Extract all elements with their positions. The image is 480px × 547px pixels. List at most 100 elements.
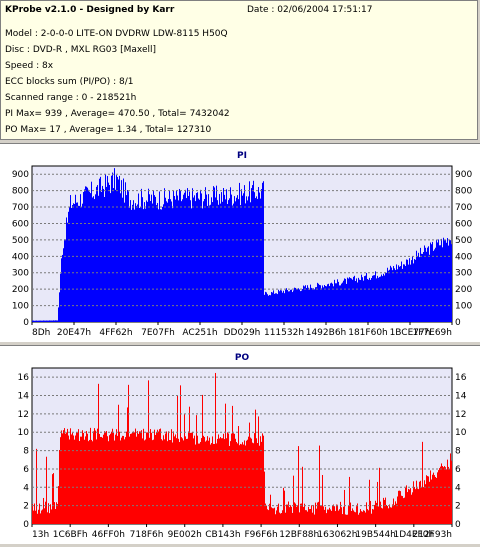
pi-bar: [391, 267, 392, 322]
pi-bar: [80, 194, 81, 322]
po-bar: [293, 475, 294, 524]
pi-bar: [78, 205, 79, 322]
pi-bar: [322, 285, 323, 322]
po-bar: [231, 433, 232, 524]
po-bar: [443, 467, 444, 524]
pi-bar: [172, 208, 173, 322]
po-bar: [200, 441, 201, 524]
po-bar: [284, 490, 285, 524]
pi-bar: [111, 175, 112, 322]
po-bar: [159, 429, 160, 524]
po-bar: [112, 428, 113, 524]
po-bar: [87, 433, 88, 524]
po-bar: [153, 439, 154, 524]
po-bar: [232, 405, 233, 524]
pi-bar: [446, 242, 447, 322]
po-bar: [136, 436, 137, 524]
pi-bar: [387, 267, 388, 322]
po-bar: [335, 511, 336, 524]
po-bar: [77, 432, 78, 524]
po-bar: [266, 505, 267, 524]
po-bar: [316, 508, 317, 524]
po-bar: [198, 443, 199, 524]
po-bar: [92, 441, 93, 524]
po-bar: [448, 466, 449, 524]
pi-bar: [194, 195, 195, 322]
pi-bar: [96, 186, 97, 322]
po-bar: [390, 507, 391, 524]
pi-ytick-right: 200: [455, 285, 472, 295]
pi-bar: [171, 201, 172, 322]
po-bar: [371, 513, 372, 524]
po-bar: [224, 439, 225, 524]
po-bar: [169, 439, 170, 524]
pi-bar: [145, 208, 146, 322]
po-bar: [337, 504, 338, 524]
pi-bar: [60, 273, 61, 322]
po-chart: PO 0 0 2 2 4 4 6 6 8 8 10 10 12 12 14 14 16 16 13h 1C6BFh 46F…: [18, 353, 467, 540]
pi-bar: [69, 206, 70, 322]
po-bar: [402, 496, 403, 524]
po-bar: [148, 380, 149, 524]
po-bar: [81, 436, 82, 524]
po-bar: [363, 510, 364, 524]
pi-bar: [414, 259, 415, 322]
po-bar: [369, 479, 370, 524]
po-bar: [332, 505, 333, 524]
po-bar: [214, 443, 215, 524]
pi-bar: [253, 180, 254, 322]
po-xtick-label: 9E002h: [168, 530, 202, 540]
po-bar: [139, 431, 140, 524]
po-bar: [203, 435, 204, 524]
pi-bar: [233, 203, 234, 322]
po-xtick-label: 19B544h: [355, 530, 396, 540]
po-bar: [82, 430, 83, 524]
po-bar: [435, 476, 436, 524]
po-bar: [123, 435, 124, 524]
po-bar: [174, 436, 175, 524]
po-bar: [182, 438, 183, 524]
pi-bar: [46, 320, 47, 322]
pi-chart-title: PI: [237, 151, 247, 161]
pi-bar: [376, 278, 377, 322]
pi-bar: [380, 276, 381, 322]
pi-bar: [289, 291, 290, 322]
pi-bar: [434, 249, 435, 322]
pi-bar: [49, 320, 50, 322]
pi-bar: [232, 205, 233, 322]
pi-bar: [428, 246, 429, 322]
po-bar: [428, 476, 429, 524]
po-bar: [449, 468, 450, 524]
pi-bar: [283, 290, 284, 322]
po-bar: [257, 443, 258, 524]
pi-bar: [90, 193, 91, 322]
po-bar: [53, 473, 54, 524]
pi-bar: [41, 320, 42, 322]
pi-bar: [270, 295, 271, 322]
po-bar: [216, 443, 217, 524]
po-bar: [102, 437, 103, 524]
po-bar: [275, 514, 276, 524]
po-bar: [294, 502, 295, 524]
pi-bar: [141, 188, 142, 322]
po-bar: [323, 506, 324, 524]
pi-bar: [324, 284, 325, 322]
pi-bar: [239, 182, 240, 322]
pi-bar: [144, 202, 145, 322]
po-bar: [328, 509, 329, 524]
po-bar: [56, 502, 57, 524]
po-bar: [135, 428, 136, 524]
po-bar: [221, 438, 222, 524]
po-bar: [362, 511, 363, 524]
po-bar: [404, 497, 405, 524]
po-bar: [315, 502, 316, 524]
po-bar: [160, 428, 161, 524]
pi-bar: [252, 185, 253, 322]
pi-bar: [241, 189, 242, 322]
po-bar: [248, 436, 249, 524]
po-bar: [447, 459, 448, 524]
pi-bar: [81, 207, 82, 322]
info-po-stats: PO Max= 17 , Average= 1.34 , Total= 1273…: [5, 125, 212, 135]
pi-bar: [432, 241, 433, 322]
po-bar: [288, 501, 289, 524]
